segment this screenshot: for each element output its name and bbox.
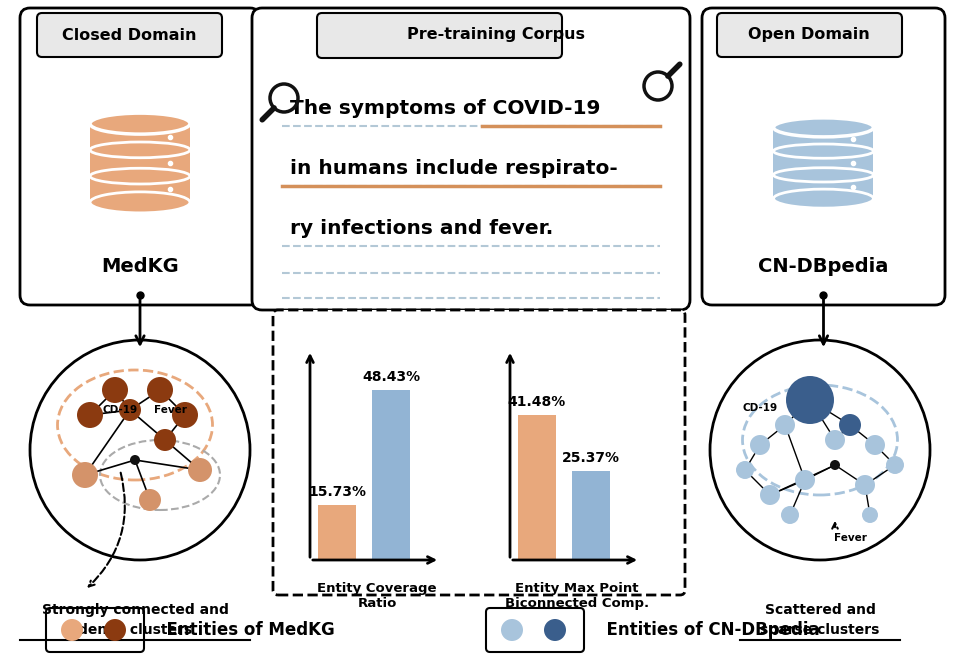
Bar	[318, 505, 356, 560]
Circle shape	[794, 470, 814, 490]
Text: Entity Coverage
Ratio: Entity Coverage Ratio	[317, 582, 436, 610]
Text: Pre-training Corpus: Pre-training Corpus	[407, 28, 584, 42]
Text: Open Domain: Open Domain	[748, 28, 869, 42]
Circle shape	[543, 619, 565, 641]
Circle shape	[854, 475, 875, 495]
Text: CN-DBpedia: CN-DBpedia	[757, 257, 888, 277]
FancyBboxPatch shape	[702, 8, 944, 305]
Ellipse shape	[90, 192, 190, 213]
FancyBboxPatch shape	[716, 13, 901, 57]
Text: 15.73%: 15.73%	[308, 485, 365, 499]
Circle shape	[147, 377, 173, 403]
Text: Entity Max Point
Biconnected Comp.: Entity Max Point Biconnected Comp.	[505, 582, 649, 610]
Circle shape	[104, 619, 126, 641]
Text: in humans include respirato-: in humans include respirato-	[289, 158, 617, 178]
Circle shape	[825, 430, 844, 450]
Circle shape	[61, 619, 83, 641]
Text: Fever: Fever	[832, 533, 866, 543]
Circle shape	[785, 376, 833, 424]
Text: MedKG: MedKG	[101, 257, 179, 277]
Text: Closed Domain: Closed Domain	[62, 28, 196, 42]
Circle shape	[72, 462, 98, 488]
Ellipse shape	[773, 118, 873, 137]
FancyBboxPatch shape	[317, 13, 561, 58]
Text: CD-19: CD-19	[742, 403, 776, 413]
Bar	[773, 127, 873, 199]
Circle shape	[77, 402, 103, 428]
FancyBboxPatch shape	[252, 8, 689, 310]
Circle shape	[102, 377, 128, 403]
Circle shape	[735, 461, 753, 479]
Text: Strongly connected and: Strongly connected and	[41, 603, 228, 617]
Text: 48.43%: 48.43%	[361, 370, 420, 385]
Circle shape	[829, 460, 839, 470]
Ellipse shape	[773, 189, 873, 208]
Circle shape	[885, 456, 903, 474]
Text: The symptoms of COVID-19: The symptoms of COVID-19	[289, 98, 600, 117]
Bar	[372, 391, 409, 560]
Text: Entities of MedKG: Entities of MedKG	[155, 621, 334, 639]
Bar	[90, 123, 190, 203]
Ellipse shape	[90, 113, 190, 134]
Text: dense clusters: dense clusters	[78, 623, 192, 637]
Circle shape	[130, 455, 140, 465]
Text: Entities of CN-DBpedia: Entities of CN-DBpedia	[595, 621, 819, 639]
Circle shape	[780, 506, 799, 524]
Text: 41.48%: 41.48%	[507, 395, 565, 409]
Text: sparse clusters: sparse clusters	[759, 623, 878, 637]
FancyBboxPatch shape	[485, 608, 583, 652]
Circle shape	[187, 458, 211, 482]
Text: Fever: Fever	[154, 405, 186, 415]
Bar	[572, 471, 609, 560]
Circle shape	[501, 619, 523, 641]
FancyBboxPatch shape	[20, 8, 259, 305]
Circle shape	[119, 399, 141, 421]
Bar	[517, 415, 555, 560]
FancyBboxPatch shape	[273, 310, 684, 595]
Circle shape	[775, 415, 794, 435]
Circle shape	[750, 435, 769, 455]
Circle shape	[838, 414, 860, 436]
Circle shape	[172, 402, 198, 428]
Text: Scattered and: Scattered and	[764, 603, 875, 617]
Circle shape	[759, 485, 779, 505]
Circle shape	[138, 489, 160, 511]
Text: ry infections and fever.: ry infections and fever.	[289, 218, 553, 238]
Text: CD-19: CD-19	[102, 405, 137, 415]
Circle shape	[154, 429, 176, 451]
Circle shape	[861, 507, 877, 523]
Circle shape	[864, 435, 884, 455]
FancyBboxPatch shape	[37, 13, 222, 57]
Text: 25.37%: 25.37%	[561, 451, 619, 465]
FancyBboxPatch shape	[46, 608, 144, 652]
